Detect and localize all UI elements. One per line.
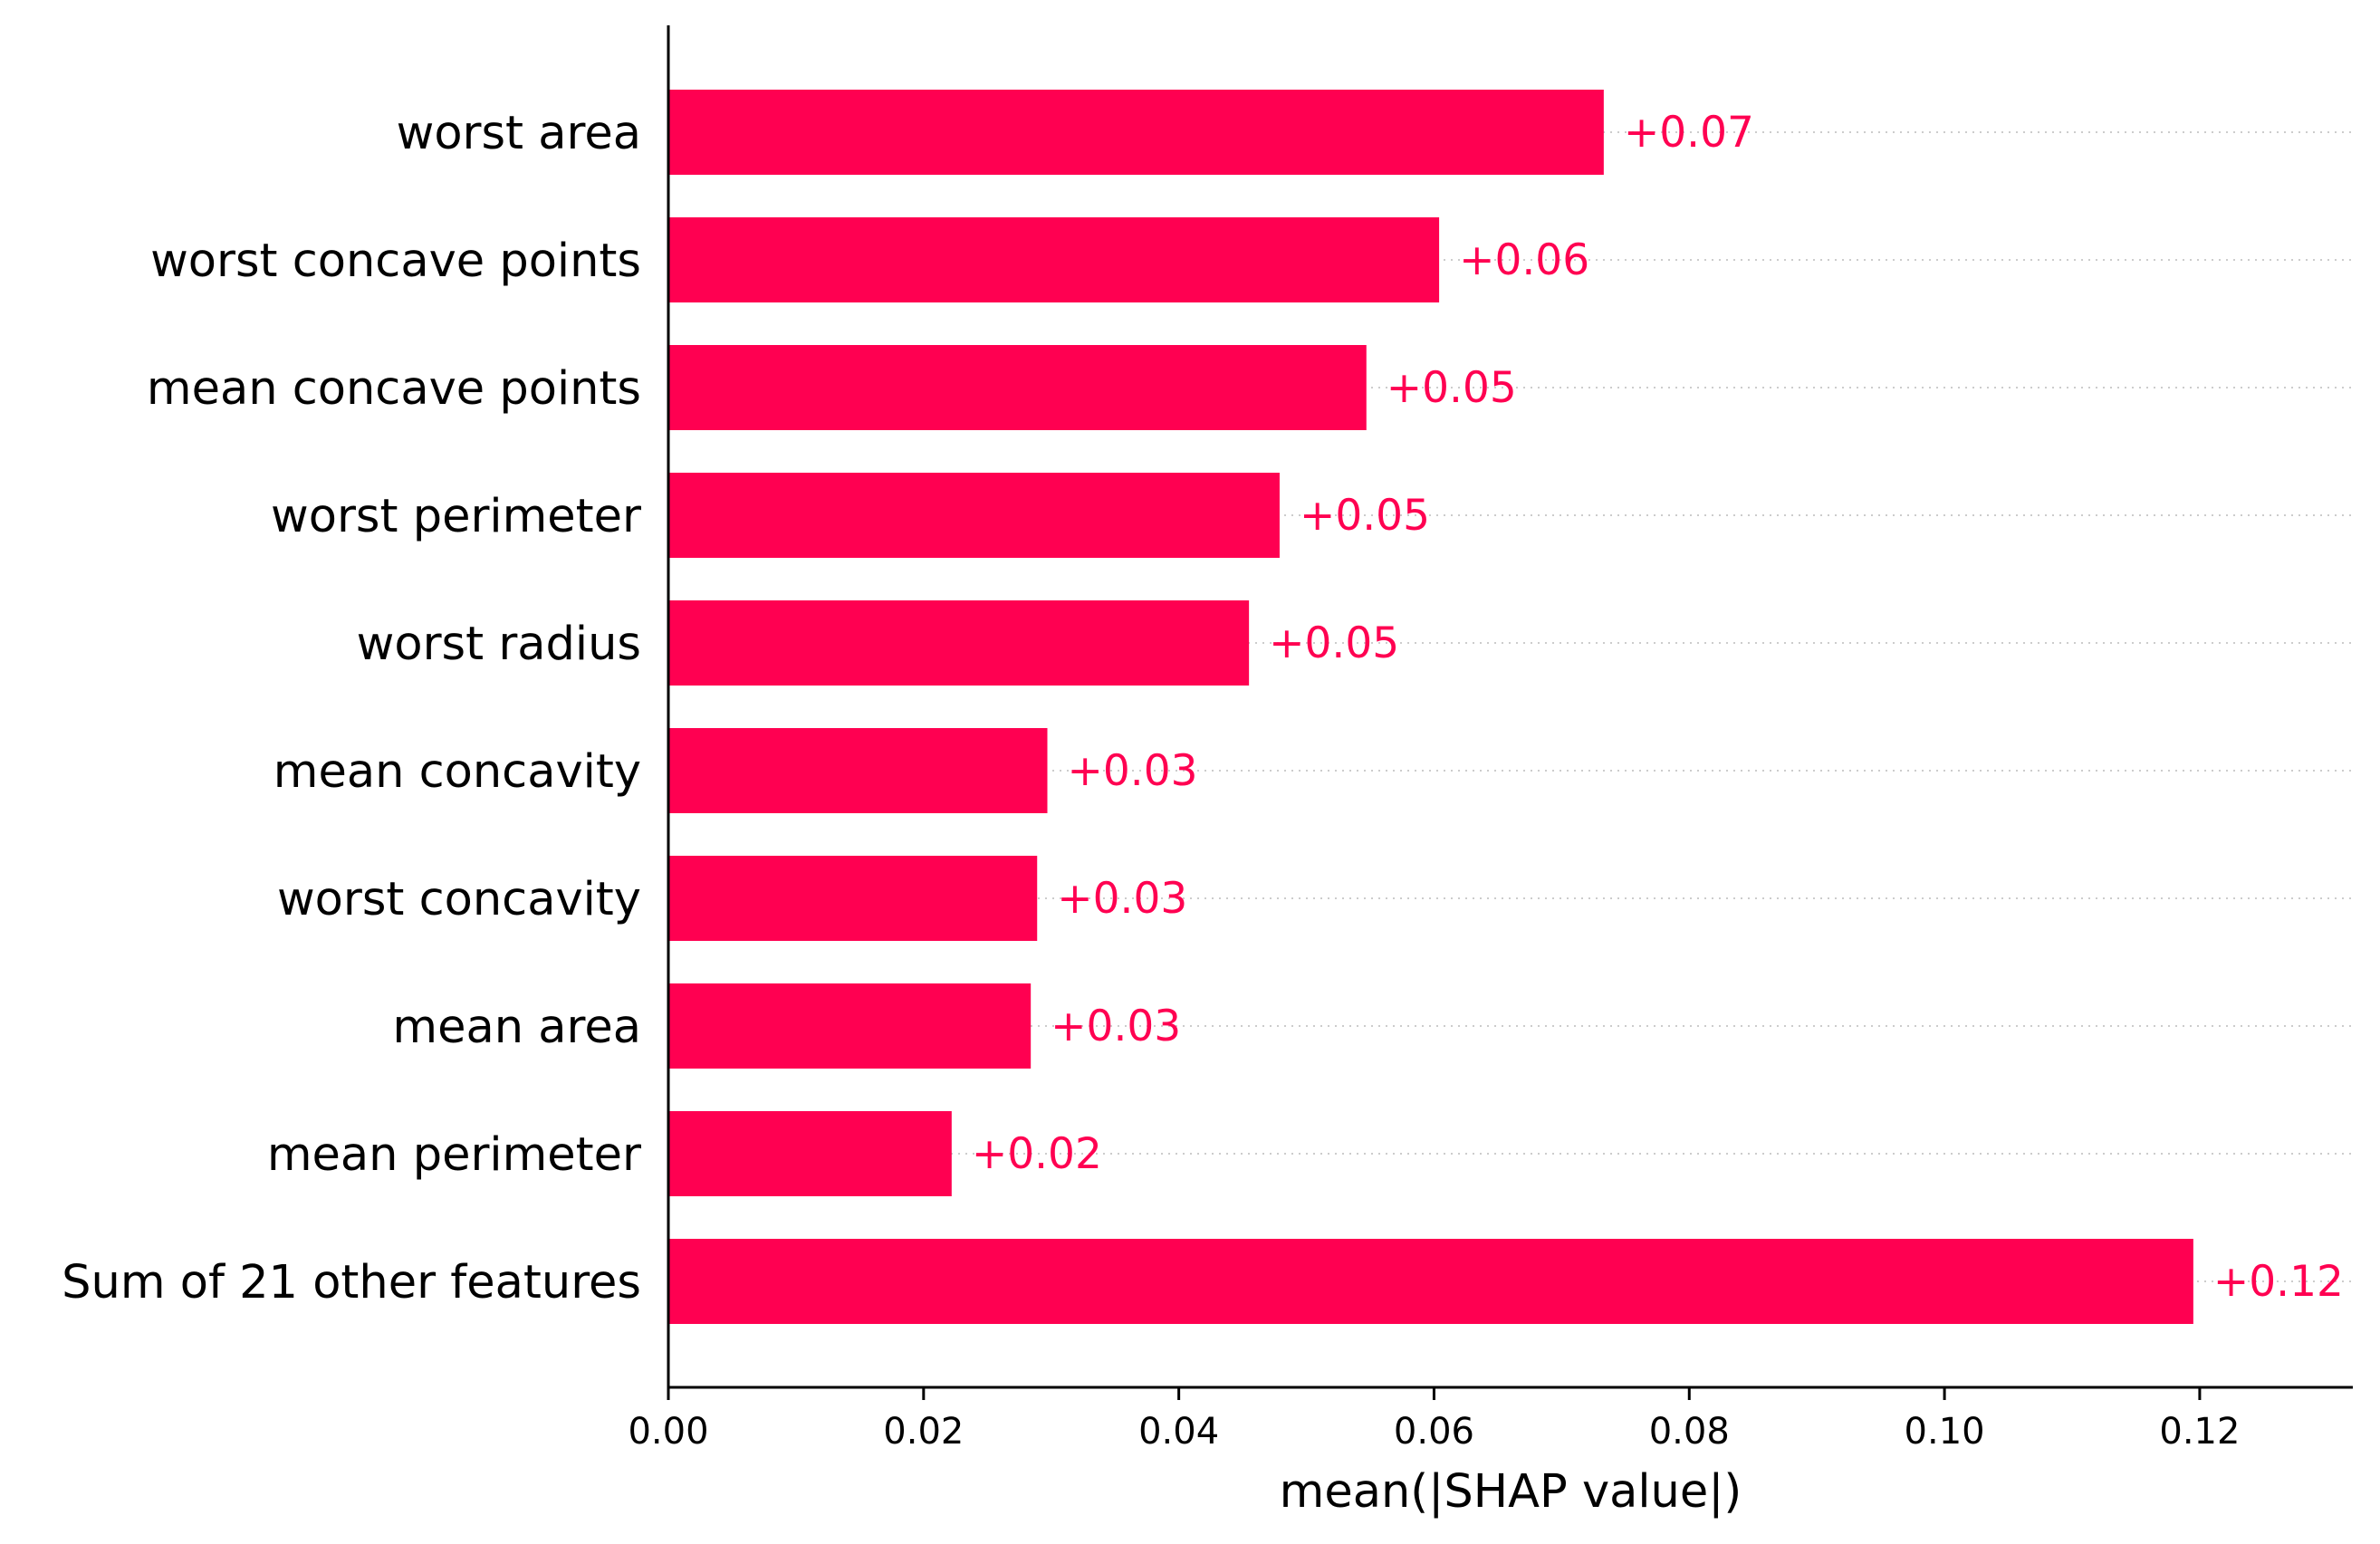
bar (668, 856, 1038, 941)
y-tick-label: mean perimeter (267, 1128, 641, 1182)
bar (668, 1239, 2193, 1324)
x-tick-label: 0.02 (883, 1411, 964, 1453)
bar (668, 217, 1440, 302)
value-labels: +0.07 +0.06 +0.05 +0.05 +0.05 +0.03 +0.03 +0.03… (972, 108, 2344, 1307)
value-label: +0.03 (1051, 1002, 1181, 1051)
bar (668, 728, 1048, 813)
x-tick-label: 0.12 (2159, 1411, 2240, 1453)
value-label: +0.07 (1624, 108, 1754, 158)
value-label: +0.03 (1068, 746, 1198, 796)
bar (668, 600, 1250, 686)
y-tick-label: worst perimeter (271, 490, 641, 543)
value-label: +0.12 (2213, 1257, 2344, 1307)
x-tick-label: 0.10 (1905, 1411, 1985, 1453)
row-guides (668, 131, 2353, 1282)
bar (668, 1111, 952, 1196)
x-tick-label: 0.00 (628, 1411, 708, 1453)
y-tick-label: mean area (392, 1001, 641, 1054)
x-tick-label: 0.06 (1394, 1411, 1474, 1453)
x-tick-label: 0.04 (1138, 1411, 1219, 1453)
y-tick-label: Sum of 21 other features (62, 1256, 641, 1309)
x-tick-label: 0.08 (1649, 1411, 1730, 1453)
axes (667, 25, 2353, 1389)
bar (668, 90, 1604, 175)
value-label: +0.05 (1387, 363, 1517, 413)
value-label: +0.05 (1300, 491, 1430, 541)
y-tick-label: worst concavity (277, 873, 641, 926)
value-label: +0.02 (972, 1129, 1102, 1179)
bar (668, 983, 1032, 1069)
value-label: +0.06 (1459, 235, 1589, 285)
y-tick-labels: worst area worst concave points mean conca… (62, 107, 641, 1309)
y-tick-label: mean concave points (147, 362, 641, 416)
y-tick-label: worst radius (357, 618, 641, 671)
value-label: +0.05 (1269, 619, 1399, 668)
x-ticks: 0.00 0.02 0.04 0.06 0.08 0.10 0.12 (628, 1387, 2240, 1453)
value-label: +0.03 (1057, 874, 1187, 924)
y-tick-label: worst concave points (150, 235, 641, 288)
y-tick-label: mean concavity (274, 745, 641, 799)
bar (668, 473, 1280, 558)
bar (668, 345, 1367, 430)
y-tick-label: worst area (397, 107, 641, 160)
bars (668, 90, 2193, 1324)
x-axis-title: mean(|SHAP value|) (1280, 1465, 1742, 1519)
